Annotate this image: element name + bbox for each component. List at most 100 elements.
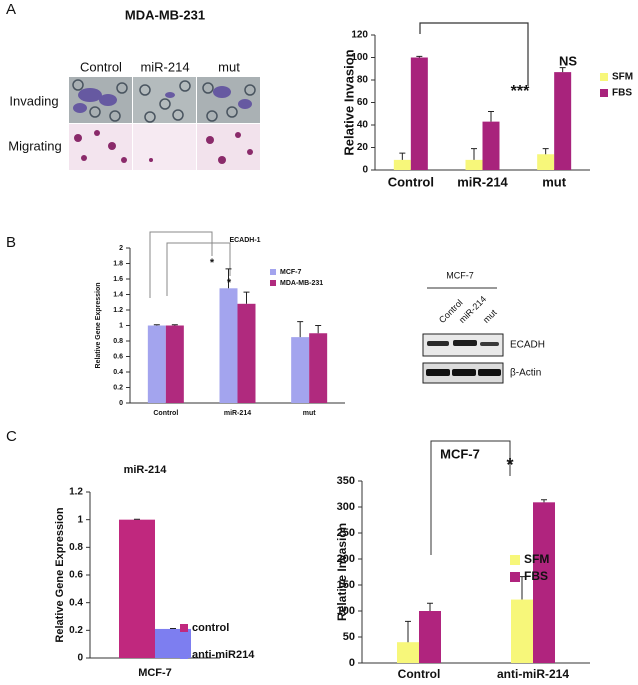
error-bar	[471, 148, 477, 160]
y-tick-label: 1.4	[113, 291, 123, 298]
y-tick-label: 200	[337, 553, 355, 565]
bar	[482, 121, 500, 170]
x-tick-label: mut	[303, 410, 317, 417]
legend-swatch	[270, 280, 276, 286]
y-tick-label: 0.6	[113, 353, 123, 360]
band-label: β-Actin	[510, 368, 541, 379]
y-axis-label: Relative Gene Expression	[95, 283, 102, 369]
y-tick-label: 0	[349, 657, 355, 669]
y-tick-label: 0	[362, 165, 368, 176]
y-tick-label: 0	[119, 400, 123, 407]
legend-label: MDA-MB-231	[280, 280, 323, 287]
column-label: miR-214	[140, 59, 189, 74]
error-bar	[416, 55, 423, 58]
bracket	[430, 440, 511, 555]
y-tick-label: 0	[77, 653, 83, 664]
error-bar	[559, 67, 566, 73]
error-bar	[405, 620, 411, 643]
y-tick-label: 2	[119, 245, 123, 252]
y-tick-label: 20	[357, 142, 369, 153]
y-tick-label: 0.8	[69, 542, 83, 553]
y-tick-label: 1.2	[69, 487, 83, 498]
y-tick-label: 120	[351, 30, 368, 41]
band-label: ECADH	[510, 340, 545, 351]
legend-swatch	[180, 624, 188, 632]
legend-swatch	[270, 269, 276, 275]
x-tick-label: anti-miR-214	[497, 667, 569, 681]
x-tick-label: miR-214	[224, 410, 251, 417]
y-axis-label: Relative Gene Expression	[54, 507, 66, 642]
bar	[219, 288, 238, 403]
bar	[165, 325, 184, 403]
legend-label: control	[192, 622, 229, 634]
bar	[410, 57, 428, 170]
panel-label: C	[6, 428, 17, 445]
bar	[397, 642, 419, 663]
bar	[119, 519, 155, 658]
y-tick-label: 350	[337, 475, 355, 487]
chart-title: miR-214	[124, 464, 168, 476]
bar	[147, 325, 166, 403]
legend-swatch	[510, 572, 520, 582]
panel-label: A	[6, 1, 16, 18]
y-tick-label: 1	[77, 514, 83, 525]
bracket	[166, 242, 231, 296]
error-bar	[225, 268, 232, 289]
x-tick-label: Control	[153, 410, 178, 417]
row-label: Invading	[9, 93, 58, 108]
y-tick-label: 100	[351, 52, 368, 63]
y-tick-label: 0.4	[69, 597, 83, 608]
column-label: mut	[218, 59, 240, 74]
bar	[309, 333, 328, 403]
bracket	[149, 231, 213, 298]
micrographs	[69, 77, 260, 170]
y-tick-label: 80	[357, 75, 369, 86]
bar	[465, 159, 483, 170]
y-tick-label: 100	[337, 605, 355, 617]
error-bar	[243, 291, 250, 304]
y-axis-label: Relative Invasion	[335, 523, 349, 621]
blot-title: MCF-7	[446, 270, 474, 280]
y-tick-label: 0.8	[113, 338, 123, 345]
legend-swatch	[600, 89, 608, 97]
lane-label: mut	[481, 307, 499, 325]
annotation: *	[227, 277, 232, 289]
y-tick-label: 40	[357, 120, 369, 131]
legend-label: anti-miR214	[192, 649, 255, 661]
image-title: MDA-MB-231	[125, 7, 205, 22]
x-tick-label: Control	[388, 174, 434, 189]
y-tick-label: 1.2	[113, 307, 123, 314]
annotation: *	[210, 257, 215, 269]
error-bar	[542, 148, 549, 155]
y-tick-label: 0.6	[69, 570, 83, 581]
bar	[291, 337, 310, 403]
error-bar	[315, 325, 322, 334]
error-bar	[427, 602, 433, 611]
bar	[393, 159, 411, 170]
y-tick-label: 150	[337, 579, 355, 591]
error-bar	[399, 152, 406, 160]
annotation: NS	[559, 53, 577, 68]
legend-label: SFM	[524, 552, 549, 566]
y-tick-label: 0.2	[69, 625, 83, 636]
legend-label: FBS	[524, 569, 548, 583]
bar	[511, 599, 533, 663]
y-tick-label: 250	[337, 527, 355, 539]
legend-swatch	[180, 651, 188, 659]
annotation: ***	[511, 83, 530, 100]
bar	[533, 502, 555, 663]
legend-swatch	[600, 73, 608, 81]
legend-label: FBS	[612, 88, 632, 99]
annotation: *	[506, 455, 513, 475]
y-tick-label: 1.6	[113, 276, 123, 283]
error-bar	[297, 321, 304, 338]
error-bar	[153, 324, 160, 326]
legend-label: SFM	[612, 72, 633, 83]
y-tick-label: 0.4	[113, 369, 123, 376]
y-tick-label: 1	[119, 322, 123, 329]
chart-title: MCF-7	[440, 446, 480, 461]
y-tick-label: 50	[343, 631, 355, 643]
bar	[537, 154, 555, 170]
x-tick-label: mut	[542, 174, 567, 189]
